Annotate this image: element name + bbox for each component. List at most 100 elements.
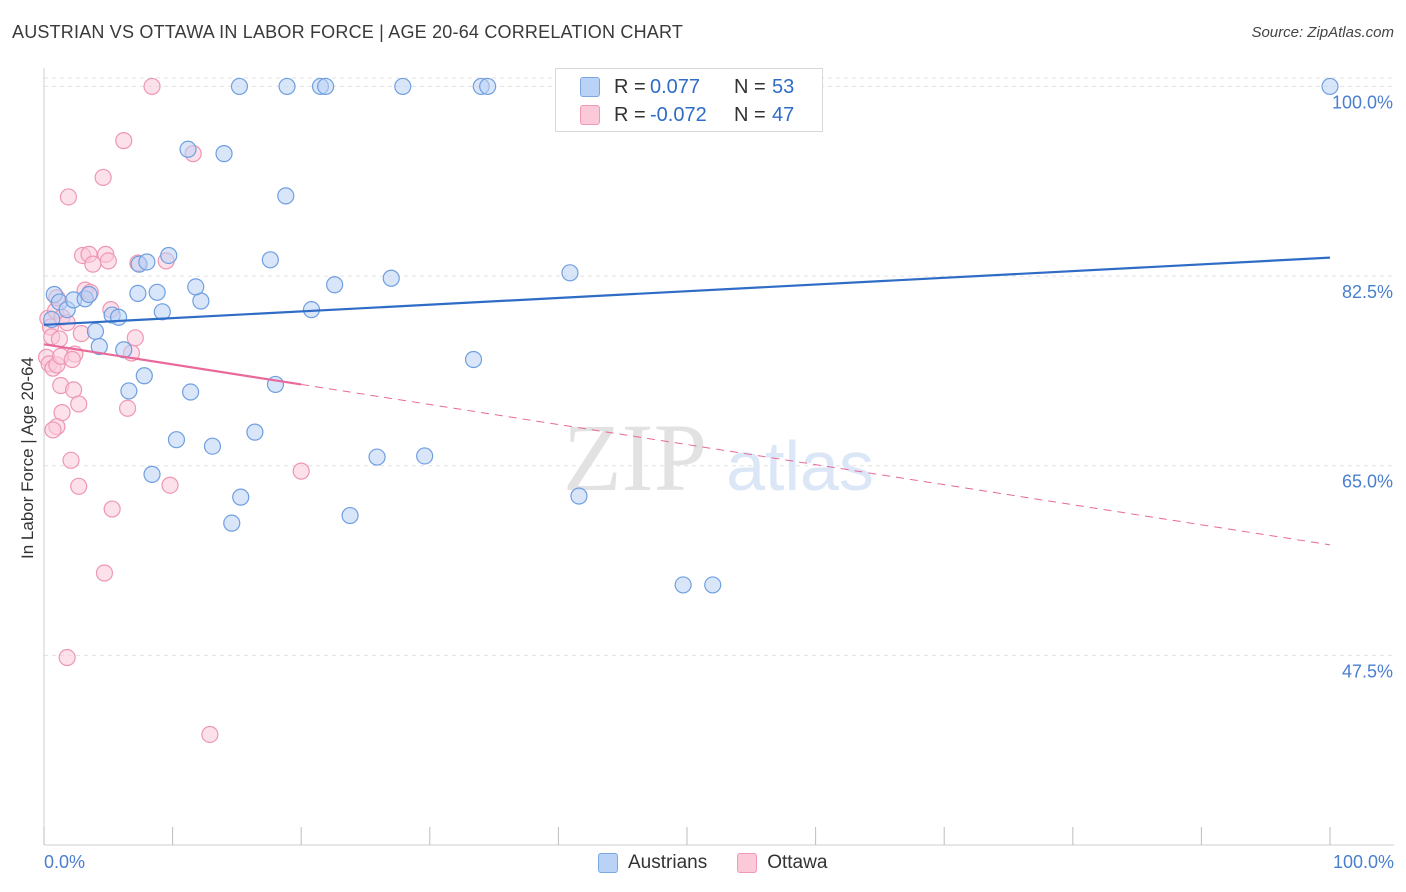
ottawa-point[interactable] [50, 330, 69, 348]
ottawa-point[interactable] [115, 132, 133, 150]
x-min-label: 0.0% [44, 852, 86, 872]
austrians-point[interactable] [153, 303, 171, 321]
austrians-point[interactable] [143, 465, 161, 483]
ottawa-r-value: -0.072 [650, 103, 707, 126]
austrians-point[interactable] [187, 278, 205, 296]
ottawa-point[interactable] [201, 725, 219, 744]
ottawa-point[interactable] [126, 329, 144, 347]
axes [43, 68, 1394, 846]
austrians-point[interactable] [215, 145, 233, 163]
austrians-point[interactable] [341, 506, 359, 525]
ottawa-point[interactable] [70, 477, 88, 495]
legend-item-austrians[interactable]: Austrians [598, 852, 707, 874]
ottawa-point[interactable] [58, 648, 76, 667]
austrians-point[interactable] [109, 308, 128, 326]
ottawa-point[interactable] [44, 421, 62, 439]
austrians-point[interactable] [382, 269, 400, 287]
austrians-r-value: 0.077 [650, 75, 701, 98]
chart-title: AUSTRIAN VS OTTAWA IN LABOR FORCE | AGE … [12, 22, 684, 42]
ottawa-swatch [580, 105, 600, 125]
watermark-atlas: atlas [726, 427, 874, 505]
austrians-point[interactable] [261, 251, 279, 269]
r-label: R = [614, 103, 646, 126]
austrians-point[interactable] [90, 337, 108, 356]
ottawa-legend-label: Ottawa [767, 852, 828, 873]
austrians-point[interactable] [278, 77, 296, 96]
austrians-point[interactable] [704, 576, 722, 594]
austrians-point[interactable] [570, 487, 588, 505]
austrians-point[interactable] [80, 285, 98, 304]
y-tick-label: 100.0% [1332, 92, 1393, 112]
austrians-swatch [580, 77, 600, 97]
ottawa-point[interactable] [103, 500, 121, 518]
ottawa-point[interactable] [143, 77, 161, 96]
austrians-point[interactable] [203, 437, 222, 455]
legend-item-ottawa[interactable]: Ottawa [737, 852, 827, 874]
x-max-label: 100.0% [1332, 852, 1394, 872]
austrians-point[interactable] [148, 283, 166, 301]
y-axis-label: In Labor Force | Age 20-64 [18, 357, 37, 559]
austrians-point[interactable] [277, 187, 295, 205]
austrians-trend-line [43, 256, 1331, 326]
ottawa-point[interactable] [118, 399, 137, 417]
austrians-point[interactable] [223, 514, 241, 532]
n-label: N = [734, 75, 766, 98]
trend-lines [43, 256, 1331, 546]
source-label: Source: ZipAtlas.com [1251, 24, 1394, 41]
austrians-point[interactable] [464, 350, 483, 369]
austrians-point[interactable] [179, 140, 197, 158]
austrians-point[interactable] [561, 264, 579, 282]
austrians-point[interactable] [232, 488, 250, 506]
n-label: N = [734, 103, 766, 126]
austrians-point[interactable] [120, 382, 138, 400]
legend-row-ottawa: R = -0.072 N = 47 [580, 101, 794, 129]
austrians-point[interactable] [1321, 77, 1339, 96]
austrians-point[interactable] [230, 77, 249, 96]
austrians-point[interactable] [138, 253, 156, 271]
y-tick-label: 65.0% [1342, 472, 1393, 492]
ottawa-points [37, 77, 310, 744]
austrians-point[interactable] [160, 246, 178, 265]
austrians-legend-swatch [598, 853, 618, 873]
austrians-point[interactable] [394, 77, 412, 96]
austrians-point[interactable] [368, 448, 386, 466]
ottawa-trend-line [43, 343, 302, 386]
austrians-point[interactable] [674, 576, 692, 594]
correlation-legend: R = 0.077 N = 53 R = -0.072 N = 47 [555, 68, 823, 132]
austrians-point[interactable] [326, 276, 344, 294]
ottawa-point[interactable] [94, 168, 112, 187]
ottawa-n-value: 47 [772, 103, 795, 126]
ottawa-point[interactable] [292, 462, 310, 480]
austrians-point[interactable] [479, 77, 497, 96]
ottawa-point[interactable] [59, 188, 78, 206]
austrians-point[interactable] [135, 367, 153, 385]
ottawa-point[interactable] [63, 350, 81, 369]
y-tick-label: 47.5% [1342, 661, 1393, 681]
austrians-points [43, 77, 1339, 594]
ottawa-point[interactable] [72, 324, 90, 343]
austrians-point[interactable] [167, 431, 186, 449]
austrians-n-value: 53 [772, 75, 795, 98]
ottawa-trend-extension [301, 383, 1331, 546]
austrians-legend-label: Austrians [628, 852, 708, 873]
gridlines [44, 77, 1394, 656]
y-tick-label: 82.5% [1342, 282, 1393, 302]
ottawa-legend-swatch [737, 853, 758, 873]
ottawa-point[interactable] [62, 451, 80, 469]
ottawa-point[interactable] [161, 476, 179, 494]
ottawa-point[interactable] [95, 564, 114, 582]
ottawa-point[interactable] [84, 255, 102, 273]
series-legend: Austrians Ottawa [598, 852, 857, 874]
austrians-point[interactable] [416, 447, 434, 465]
austrians-point[interactable] [182, 383, 200, 401]
ottawa-point[interactable] [70, 395, 88, 413]
austrians-point[interactable] [246, 423, 264, 441]
watermark: ZIP atlas [563, 404, 874, 511]
austrians-point[interactable] [317, 77, 335, 96]
austrians-point[interactable] [129, 284, 147, 303]
ottawa-point[interactable] [99, 252, 117, 270]
y-tick-labels: 100.0% 82.5% 65.0% 47.5% [1332, 92, 1393, 681]
r-label: R = [614, 75, 646, 98]
austrians-point[interactable] [86, 322, 105, 340]
